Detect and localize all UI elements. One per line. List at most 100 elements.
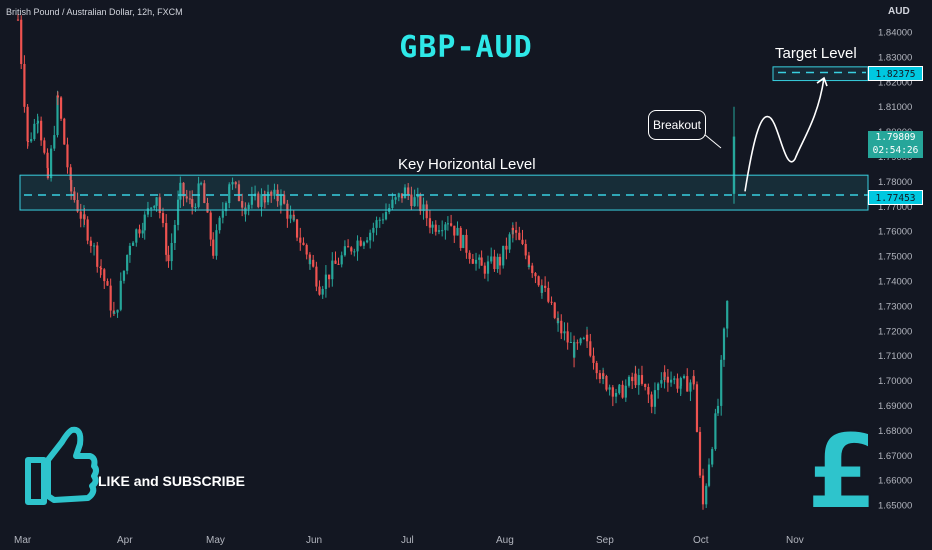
- candle[interactable]: [103, 268, 106, 289]
- candle[interactable]: [315, 261, 318, 292]
- candle[interactable]: [126, 254, 129, 275]
- candle[interactable]: [394, 196, 397, 205]
- candle[interactable]: [524, 239, 527, 260]
- candle[interactable]: [602, 369, 605, 379]
- candle[interactable]: [553, 301, 556, 320]
- candle[interactable]: [366, 237, 369, 244]
- candle[interactable]: [200, 181, 203, 186]
- candle[interactable]: [618, 383, 621, 395]
- candle[interactable]: [569, 332, 572, 343]
- candle[interactable]: [356, 235, 359, 261]
- candle[interactable]: [173, 219, 176, 251]
- candle[interactable]: [212, 232, 215, 259]
- price-axis[interactable]: 1.840001.830001.820001.810001.800001.790…: [878, 28, 912, 512]
- candle[interactable]: [714, 408, 717, 451]
- candle[interactable]: [241, 193, 244, 217]
- candle[interactable]: [292, 216, 295, 223]
- candle[interactable]: [726, 300, 729, 338]
- candle[interactable]: [92, 242, 96, 256]
- candle[interactable]: [295, 218, 299, 242]
- candle[interactable]: [231, 177, 234, 190]
- candle[interactable]: [425, 200, 428, 227]
- candle[interactable]: [441, 220, 444, 237]
- candle[interactable]: [444, 221, 447, 240]
- candle[interactable]: [624, 379, 627, 402]
- candle[interactable]: [23, 55, 26, 113]
- candle[interactable]: [40, 116, 43, 146]
- candle[interactable]: [598, 370, 601, 384]
- candle[interactable]: [465, 229, 468, 259]
- candle[interactable]: [397, 192, 400, 202]
- candle[interactable]: [660, 372, 663, 388]
- candle[interactable]: [260, 188, 263, 217]
- candle[interactable]: [343, 240, 346, 257]
- candle[interactable]: [471, 254, 474, 265]
- candle[interactable]: [502, 245, 505, 269]
- candle[interactable]: [122, 270, 126, 284]
- candle[interactable]: [128, 242, 131, 263]
- candle[interactable]: [283, 190, 286, 205]
- candle[interactable]: [676, 373, 679, 393]
- candle[interactable]: [698, 427, 702, 478]
- candle[interactable]: [579, 337, 582, 346]
- candle[interactable]: [496, 253, 499, 273]
- candle[interactable]: [135, 228, 138, 247]
- candle[interactable]: [99, 259, 103, 276]
- candle[interactable]: [56, 91, 59, 105]
- candle[interactable]: [158, 193, 161, 219]
- candle[interactable]: [556, 313, 560, 332]
- candle[interactable]: [410, 186, 413, 211]
- candle[interactable]: [20, 15, 23, 70]
- candle[interactable]: [244, 206, 247, 222]
- candle[interactable]: [511, 224, 515, 239]
- candle[interactable]: [113, 310, 116, 315]
- candle[interactable]: [416, 187, 419, 207]
- candle[interactable]: [614, 388, 618, 404]
- candle[interactable]: [170, 233, 173, 270]
- candle[interactable]: [663, 365, 666, 383]
- candle[interactable]: [161, 207, 165, 228]
- candle[interactable]: [682, 374, 686, 380]
- candle[interactable]: [185, 189, 188, 203]
- candle[interactable]: [318, 280, 321, 296]
- candle[interactable]: [505, 237, 508, 260]
- candle[interactable]: [132, 241, 135, 246]
- candle[interactable]: [608, 384, 611, 396]
- candle[interactable]: [36, 116, 40, 133]
- candle[interactable]: [498, 253, 502, 275]
- candle[interactable]: [462, 234, 465, 249]
- candle[interactable]: [459, 226, 462, 251]
- candle[interactable]: [686, 368, 689, 392]
- candle[interactable]: [89, 236, 92, 253]
- candle[interactable]: [188, 190, 192, 205]
- candle[interactable]: [611, 385, 614, 407]
- candle[interactable]: [413, 189, 416, 207]
- candle[interactable]: [478, 254, 481, 269]
- candle[interactable]: [308, 257, 312, 270]
- candle[interactable]: [106, 278, 109, 286]
- pound-sign-icon[interactable]: £: [805, 410, 879, 534]
- candle[interactable]: [518, 226, 521, 241]
- candle[interactable]: [353, 248, 356, 257]
- candle[interactable]: [483, 262, 486, 279]
- candle[interactable]: [26, 140, 30, 147]
- candle[interactable]: [701, 468, 705, 510]
- candle[interactable]: [33, 118, 36, 141]
- candle[interactable]: [453, 225, 456, 243]
- candle[interactable]: [434, 220, 437, 236]
- candle[interactable]: [328, 274, 331, 288]
- candle[interactable]: [279, 189, 283, 211]
- candle[interactable]: [324, 265, 327, 298]
- candle[interactable]: [431, 221, 434, 234]
- candle[interactable]: [237, 180, 241, 202]
- candle[interactable]: [141, 222, 144, 238]
- candle[interactable]: [627, 375, 631, 388]
- candle[interactable]: [150, 207, 153, 218]
- candle[interactable]: [631, 372, 634, 390]
- candle[interactable]: [305, 243, 308, 260]
- candle[interactable]: [263, 191, 266, 209]
- candle[interactable]: [79, 203, 82, 228]
- candle[interactable]: [312, 254, 315, 268]
- candle[interactable]: [547, 281, 550, 304]
